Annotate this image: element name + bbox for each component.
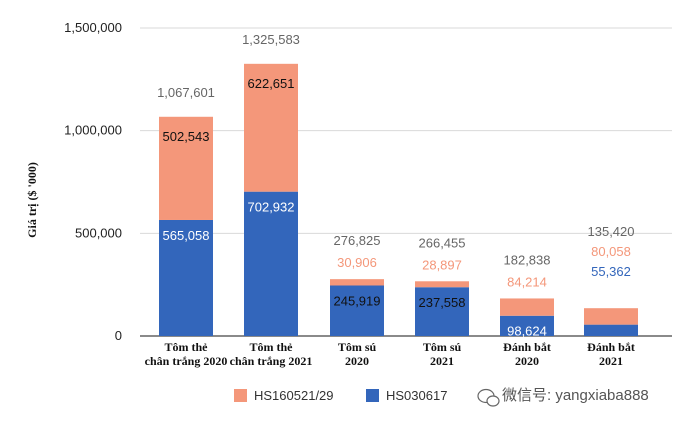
total-label: 1,325,583 <box>242 32 300 47</box>
legend-swatch <box>366 389 379 402</box>
x-tick-label: 2020 <box>515 354 539 368</box>
x-tick-label: Tôm sú <box>338 340 377 354</box>
data-label-hs030617: 565,058 <box>163 228 210 243</box>
x-tick-label: chân trắng 2021 <box>230 354 313 368</box>
data-label-hs160521: 80,058 <box>591 244 631 259</box>
data-label-hs030617: 702,932 <box>248 200 295 215</box>
wechat-icon <box>477 388 500 407</box>
bar-segment-hs030617 <box>244 191 298 336</box>
y-tick-label: 500,000 <box>75 225 122 240</box>
total-label: 182,838 <box>504 252 551 267</box>
x-tick-label: Đánh bắt <box>503 340 551 354</box>
data-label-hs160521: 30,906 <box>337 255 377 270</box>
bar-segment-hs030617 <box>584 324 638 336</box>
bar-segment-hs160521 <box>330 279 384 286</box>
bar-segment-hs030617 <box>330 285 384 336</box>
legend-swatch <box>234 389 247 402</box>
x-tick-label: 2020 <box>345 354 369 368</box>
y-tick-label: 0 <box>115 328 122 343</box>
data-label-hs160521: 84,214 <box>507 274 547 289</box>
data-label-hs030617: 55,362 <box>591 264 631 279</box>
y-tick-label: 1,500,000 <box>64 20 122 35</box>
data-label-hs160521: 502,543 <box>163 129 210 144</box>
total-label: 1,067,601 <box>157 85 215 100</box>
x-tick-label: 2021 <box>430 354 454 368</box>
data-label-hs030617: 98,624 <box>507 324 547 339</box>
bar-segment-hs160521 <box>415 281 469 288</box>
data-label-hs030617: 245,919 <box>334 294 381 309</box>
legend-label: HS030617 <box>386 388 447 403</box>
x-tick-label: 2021 <box>599 354 623 368</box>
bar-segment-hs160521 <box>500 298 554 316</box>
data-label-hs160521: 622,651 <box>248 76 295 91</box>
y-tick-label: 1,000,000 <box>64 123 122 138</box>
bar-segment-hs030617 <box>159 219 213 336</box>
bar-segment-hs030617 <box>500 315 554 336</box>
total-label: 135,420 <box>588 224 635 239</box>
x-tick-label: chân trắng 2020 <box>145 354 228 368</box>
total-label: 276,825 <box>334 233 381 248</box>
legend-label: HS160521/29 <box>254 388 334 403</box>
x-tick-label: Tôm sú <box>423 340 462 354</box>
data-label-hs160521: 28,897 <box>422 257 462 272</box>
bar-segment-hs160521 <box>584 308 638 325</box>
x-tick-label: Tôm thẻ <box>250 340 294 354</box>
bar-segment-hs160521 <box>159 116 213 220</box>
x-tick-label: Đánh bắt <box>587 340 635 354</box>
data-label-hs030617: 237,558 <box>419 295 466 310</box>
x-tick-label: Tôm thẻ <box>165 340 209 354</box>
bar-segment-hs160521 <box>244 63 298 192</box>
total-label: 266,455 <box>419 235 466 250</box>
y-axis-label: Giá trị ($ '000) <box>25 162 39 238</box>
bar-segment-hs030617 <box>415 287 469 336</box>
watermark-text: 微信号: yangxiaba888 <box>502 387 649 404</box>
